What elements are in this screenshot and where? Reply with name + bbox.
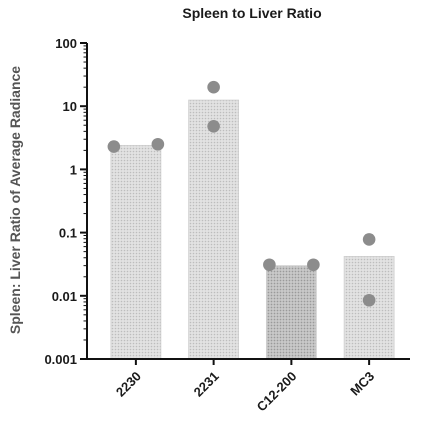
bar-mc3 — [343, 256, 395, 360]
bar-2231 — [188, 99, 240, 360]
data-point — [307, 258, 320, 272]
data-point — [362, 233, 376, 246]
plot-area: 0.001 0.01 0.1 1 10 100 2230 2231 C12-200 MC3 — [44, 36, 410, 414]
bar-2230 — [110, 144, 162, 360]
data-point — [207, 80, 220, 94]
data-point — [263, 258, 276, 272]
data-point — [207, 120, 220, 133]
y-tick-label: 0.1 — [59, 226, 77, 241]
y-tick-label: 0.001 — [44, 352, 77, 367]
y-tick-label: 0.01 — [52, 289, 77, 304]
y-tick-label: 1 — [70, 162, 77, 177]
y-tick-label: 100 — [55, 36, 77, 51]
x-tick-label: 2230 — [113, 369, 144, 400]
data-point — [362, 293, 376, 307]
x-tick-label: 2231 — [191, 369, 222, 400]
y-tick-label: 10 — [63, 99, 77, 114]
bar-c12-200 — [265, 265, 317, 360]
data-point — [151, 137, 165, 151]
data-point — [107, 140, 121, 153]
chart-title: Spleen to Liver Ratio — [182, 5, 321, 21]
y-axis-label: Spleen: Liver Ratio of Average Radiance — [7, 66, 23, 334]
x-tick-label: MC3 — [347, 369, 377, 399]
x-tick-label: C12-200 — [254, 369, 300, 415]
